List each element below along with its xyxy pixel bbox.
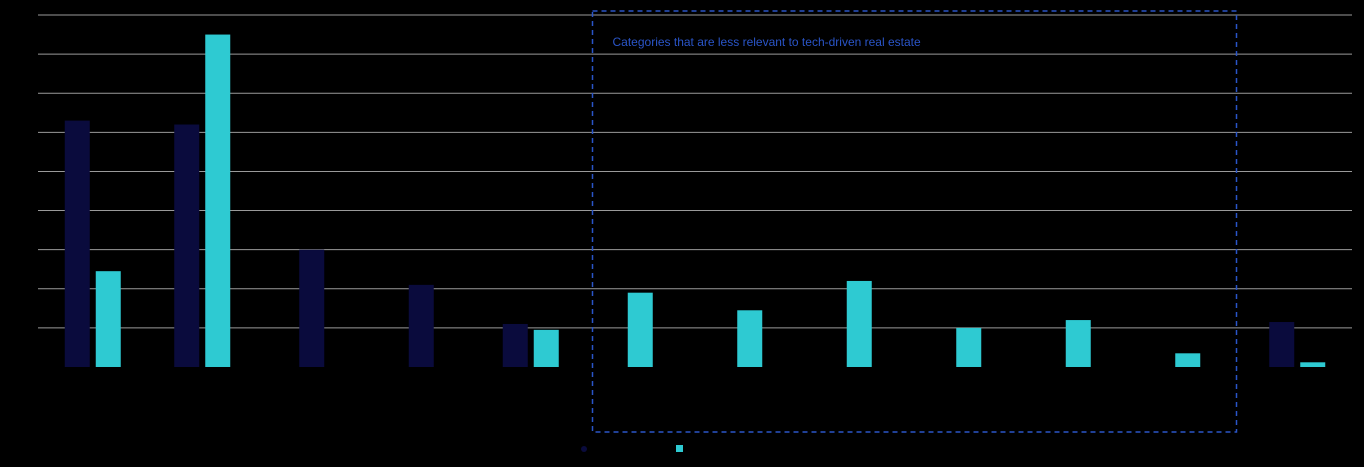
bar-series-2-cat-9 — [956, 327, 982, 367]
bar-series-2-cat-10 — [1065, 320, 1091, 367]
annotation-box — [591, 10, 1238, 433]
bar-series-2-cat-8 — [846, 280, 872, 367]
legend-marker-series-2 — [676, 445, 683, 452]
bar-series-1-cat-2 — [174, 124, 200, 367]
bar-series-2-cat-6 — [627, 292, 653, 367]
bar-series-1-cat-5 — [502, 323, 528, 367]
bar-series-2-cat-1 — [95, 271, 121, 367]
bar-series-2-cat-12 — [1300, 362, 1326, 367]
bar-series-2-cat-7 — [737, 310, 763, 367]
bar-series-2-cat-11 — [1175, 353, 1201, 367]
bars — [64, 34, 1326, 368]
legend-marker-series-1 — [581, 446, 587, 452]
bar-series-2-cat-2 — [205, 34, 231, 368]
bar-series-1-cat-3 — [299, 249, 325, 367]
legend — [581, 445, 683, 452]
bar-series-1-cat-12 — [1269, 322, 1295, 367]
bar-series-1-cat-1 — [64, 120, 90, 367]
annotation-text: Categories that are less relevant to tec… — [613, 35, 921, 49]
bar-series-2-cat-5 — [533, 329, 559, 367]
gridlines — [38, 14, 1352, 329]
bar-series-1-cat-4 — [408, 284, 434, 367]
